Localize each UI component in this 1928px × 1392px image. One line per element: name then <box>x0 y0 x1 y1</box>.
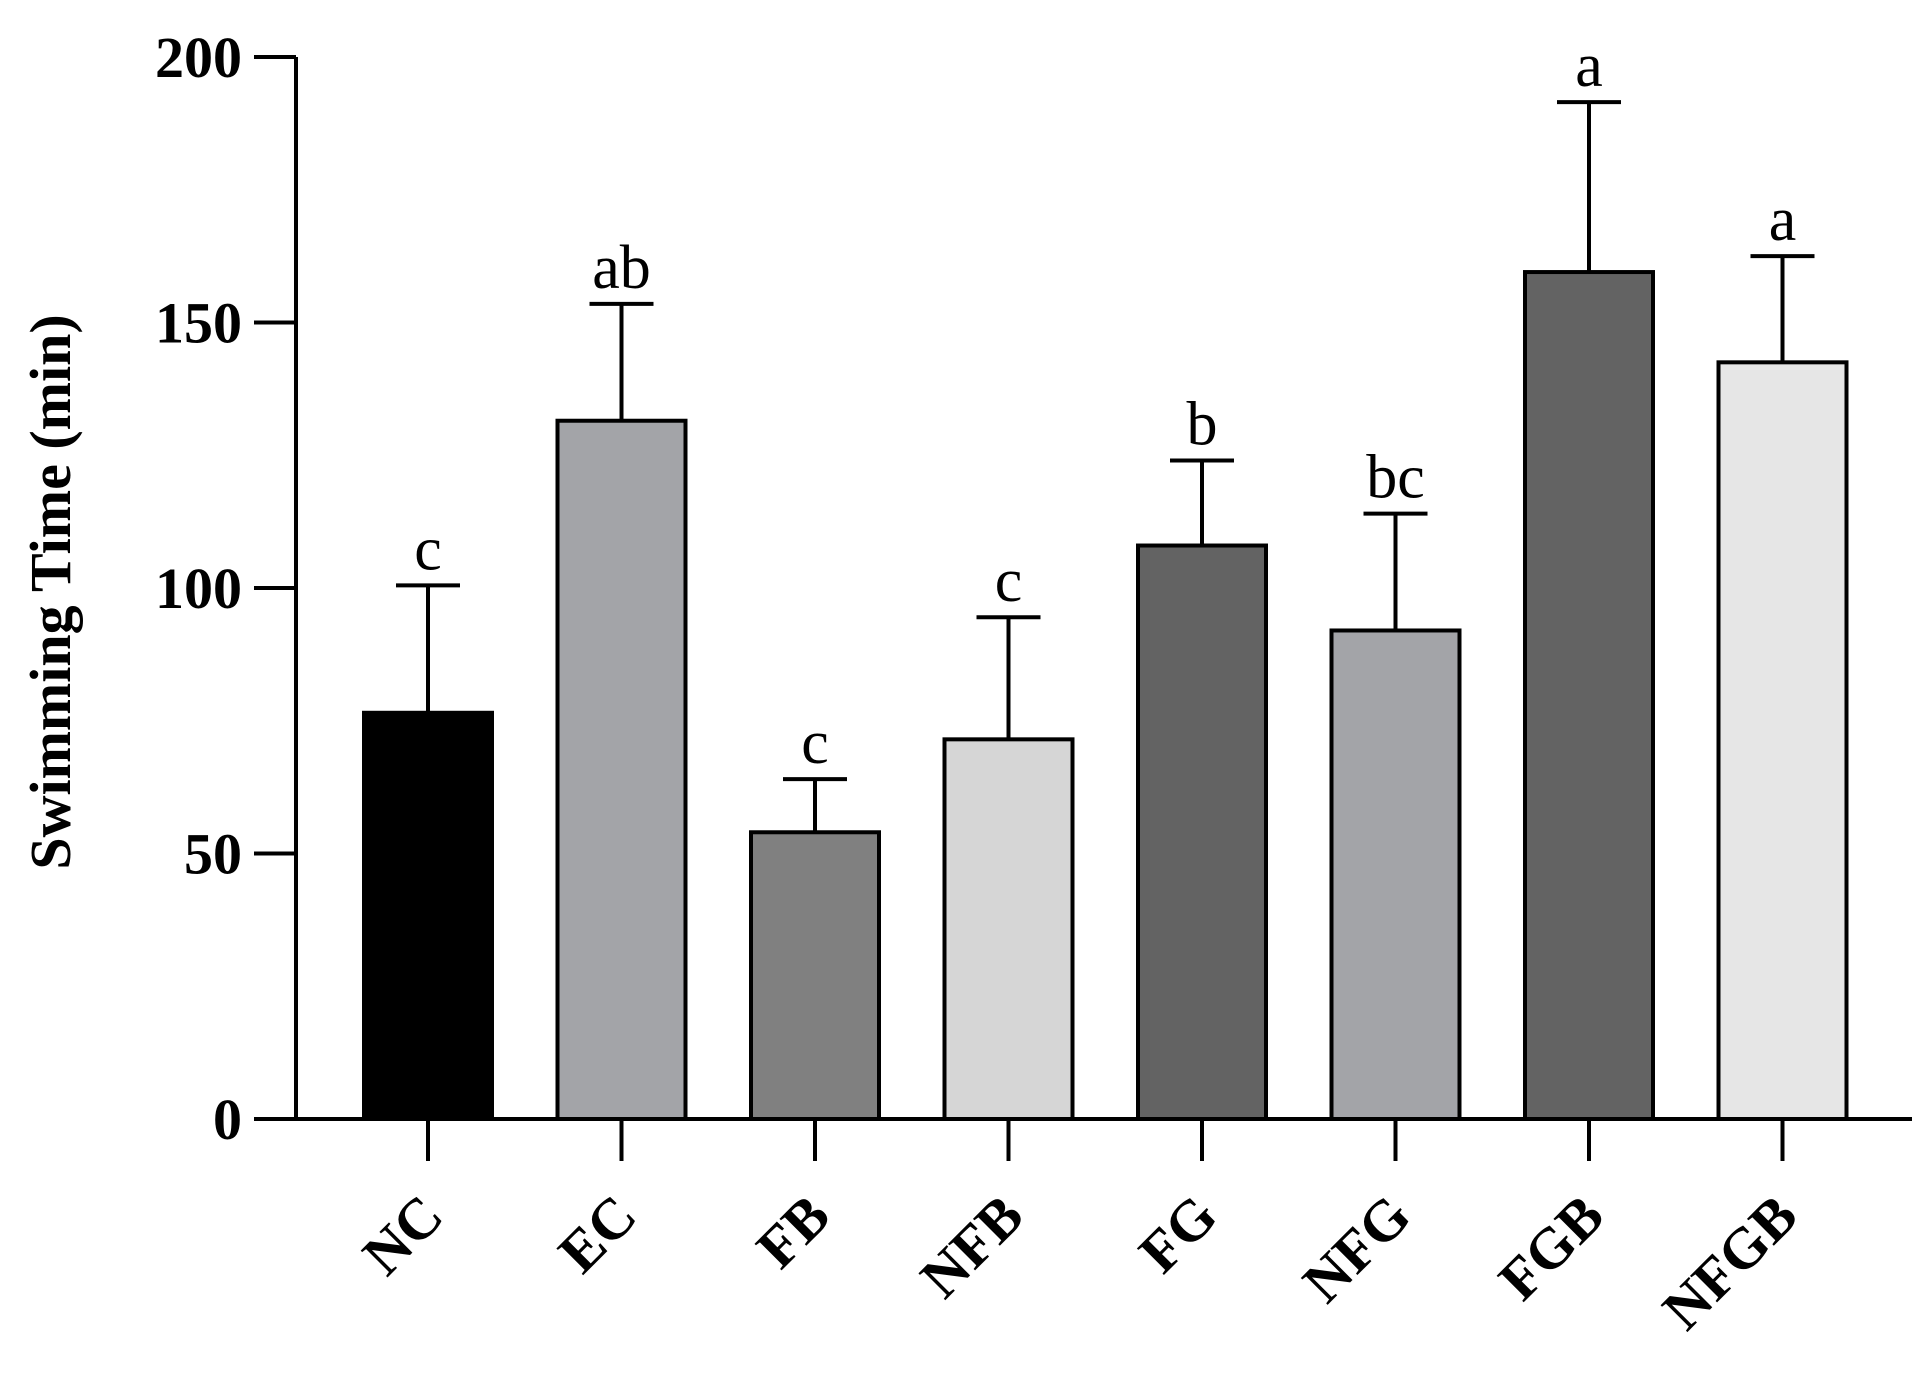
x-tick-label-fgb: FGB <box>1486 1182 1616 1312</box>
y-tick-label-0: 0 <box>213 1087 242 1152</box>
bar-ec <box>555 418 688 1121</box>
y-tick-label-150: 150 <box>155 291 242 356</box>
x-tick-label-ec: EC <box>546 1182 649 1285</box>
y-tick-label-50: 50 <box>184 822 242 887</box>
significance-label-fg: b <box>1187 391 1218 459</box>
error-bars-layer <box>396 100 1815 833</box>
y-ticks-layer: 0 50 100 150 200 <box>155 25 296 1152</box>
significance-label-nfg: bc <box>1366 444 1425 512</box>
bar-nc <box>362 710 494 1121</box>
significance-label-nfb: c <box>995 547 1023 615</box>
x-tick-label-nfb: NFB <box>908 1182 1036 1310</box>
bar-nfgb <box>1716 360 1849 1121</box>
x-ticks-layer: NC EC FB NFB FG NFG FGB NFGB <box>350 1119 1810 1342</box>
significance-labels-layer: c ab c c b bc a a <box>414 32 1796 777</box>
x-tick-label-nfgb: NFGB <box>1650 1182 1810 1342</box>
bar-fb <box>749 830 881 1121</box>
x-tick-label-nc: NC <box>350 1182 455 1287</box>
y-tick-label-100: 100 <box>155 556 242 621</box>
significance-label-ec: ab <box>592 234 651 302</box>
bar-nfg <box>1329 628 1462 1121</box>
significance-label-nfgb: a <box>1769 186 1797 254</box>
axes-layer <box>294 57 1912 1121</box>
y-tick-label-200: 200 <box>155 25 242 90</box>
x-tick-label-fb: FB <box>744 1182 842 1280</box>
significance-label-nc: c <box>414 515 442 583</box>
x-tick-label-nfg: NFG <box>1290 1182 1423 1315</box>
bar-fg <box>1136 543 1268 1121</box>
bar-fgb <box>1523 270 1655 1121</box>
x-tick-label-fg: FG <box>1126 1182 1229 1285</box>
significance-label-fgb: a <box>1575 32 1603 100</box>
y-axis-title: Swimming Time (min) <box>18 314 83 869</box>
significance-label-fb: c <box>801 709 829 777</box>
bars-layer <box>362 270 1849 1122</box>
bar-nfb <box>942 737 1075 1122</box>
